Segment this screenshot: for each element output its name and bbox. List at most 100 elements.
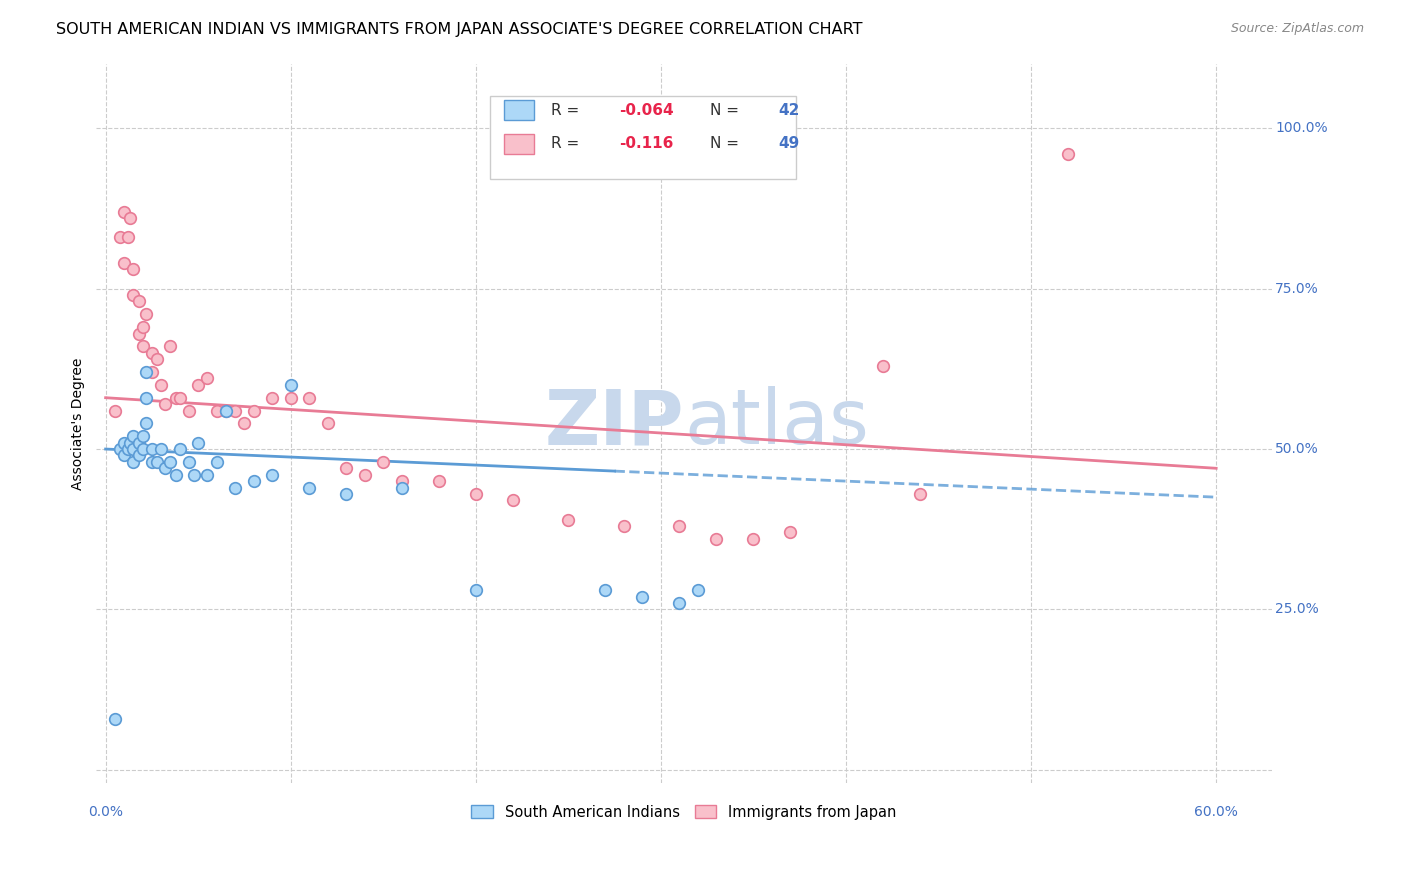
Point xyxy=(335,461,357,475)
Point xyxy=(187,377,209,392)
Point xyxy=(128,449,150,463)
Point xyxy=(110,230,132,244)
Point xyxy=(128,435,150,450)
Point xyxy=(298,391,321,405)
Point xyxy=(153,461,176,475)
Point xyxy=(1057,147,1080,161)
Point xyxy=(557,513,579,527)
Text: 50.0%: 50.0% xyxy=(1275,442,1319,456)
Point xyxy=(595,583,617,598)
Point xyxy=(391,474,413,488)
Point xyxy=(613,519,636,533)
Text: Source: ZipAtlas.com: Source: ZipAtlas.com xyxy=(1230,22,1364,36)
Point xyxy=(373,455,395,469)
Point xyxy=(177,455,200,469)
Point xyxy=(187,435,209,450)
Point xyxy=(197,371,219,385)
Point xyxy=(215,403,238,417)
FancyBboxPatch shape xyxy=(491,96,796,179)
Text: -0.064: -0.064 xyxy=(620,103,673,118)
Point xyxy=(146,352,169,367)
Text: 49: 49 xyxy=(778,136,799,152)
Point xyxy=(110,442,132,456)
Point xyxy=(177,403,200,417)
Point xyxy=(104,712,127,726)
Point xyxy=(165,467,187,482)
Point xyxy=(668,596,690,610)
Text: -0.116: -0.116 xyxy=(620,136,673,152)
Text: atlas: atlas xyxy=(683,386,869,460)
Point xyxy=(141,346,163,360)
Point xyxy=(131,442,153,456)
Point xyxy=(122,455,145,469)
Point xyxy=(150,442,173,456)
Point xyxy=(316,417,339,431)
Point xyxy=(427,474,450,488)
Point xyxy=(122,262,145,277)
Point xyxy=(353,467,375,482)
Point xyxy=(150,377,173,392)
Point xyxy=(131,339,153,353)
Point xyxy=(169,391,191,405)
Point xyxy=(104,403,127,417)
Point xyxy=(262,467,284,482)
Text: R =: R = xyxy=(551,136,585,152)
Point xyxy=(112,435,135,450)
Point xyxy=(141,455,163,469)
Point xyxy=(135,307,157,321)
Text: 0.0%: 0.0% xyxy=(89,805,124,819)
Y-axis label: Associate's Degree: Associate's Degree xyxy=(72,357,86,490)
Point xyxy=(298,481,321,495)
Point xyxy=(112,256,135,270)
Point xyxy=(742,532,765,546)
Text: 60.0%: 60.0% xyxy=(1194,805,1239,819)
Point xyxy=(131,429,153,443)
Point xyxy=(686,583,709,598)
Point xyxy=(464,487,486,501)
Point xyxy=(908,487,931,501)
Point xyxy=(242,403,264,417)
Point xyxy=(122,442,145,456)
Point xyxy=(215,403,238,417)
Point xyxy=(183,467,205,482)
Point xyxy=(872,359,894,373)
Point xyxy=(131,320,153,334)
Point xyxy=(141,365,163,379)
Point xyxy=(118,435,141,450)
Point xyxy=(153,397,176,411)
Point xyxy=(464,583,486,598)
Text: ZIP: ZIP xyxy=(544,386,683,460)
Point xyxy=(141,442,163,456)
FancyBboxPatch shape xyxy=(505,134,533,154)
Point xyxy=(159,455,181,469)
Point xyxy=(779,525,801,540)
Point xyxy=(391,481,413,495)
Point xyxy=(242,474,264,488)
Text: N =: N = xyxy=(710,103,744,118)
Point xyxy=(280,391,302,405)
FancyBboxPatch shape xyxy=(505,100,533,120)
Legend: South American Indians, Immigrants from Japan: South American Indians, Immigrants from … xyxy=(465,799,903,826)
Point xyxy=(280,377,302,392)
Point xyxy=(706,532,728,546)
Point xyxy=(118,211,141,225)
Point xyxy=(112,204,135,219)
Point xyxy=(128,326,150,341)
Point xyxy=(205,455,228,469)
Text: 42: 42 xyxy=(778,103,800,118)
Point xyxy=(117,442,139,456)
Text: 25.0%: 25.0% xyxy=(1275,602,1319,616)
Point xyxy=(262,391,284,405)
Text: R =: R = xyxy=(551,103,585,118)
Point xyxy=(631,590,654,604)
Point xyxy=(668,519,690,533)
Point xyxy=(165,391,187,405)
Text: N =: N = xyxy=(710,136,744,152)
Point xyxy=(224,403,246,417)
Point xyxy=(197,467,219,482)
Point xyxy=(146,455,169,469)
Text: 75.0%: 75.0% xyxy=(1275,282,1319,295)
Point xyxy=(135,391,157,405)
Text: SOUTH AMERICAN INDIAN VS IMMIGRANTS FROM JAPAN ASSOCIATE'S DEGREE CORRELATION CH: SOUTH AMERICAN INDIAN VS IMMIGRANTS FROM… xyxy=(56,22,863,37)
Text: 100.0%: 100.0% xyxy=(1275,121,1329,136)
